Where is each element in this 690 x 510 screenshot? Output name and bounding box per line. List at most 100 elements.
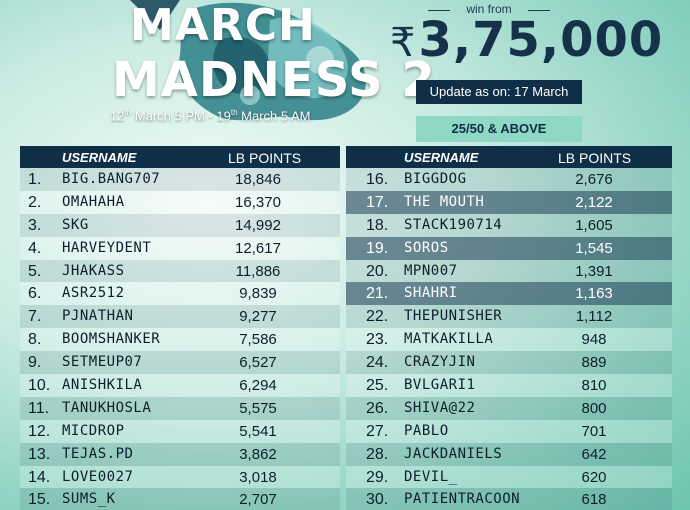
table-row: 29. DEVIL_ 620 bbox=[346, 465, 672, 489]
points-cell: 3,018 bbox=[239, 468, 277, 486]
title-line-1: MARCH bbox=[130, 0, 316, 51]
username-cell: STACK190714 bbox=[404, 216, 503, 233]
rank-cell: 8. bbox=[28, 331, 42, 349]
leaderboard-rows: 16. BIGGDOG 2,676 17. THE MOUTH 2,122 18. STACK… bbox=[346, 168, 672, 510]
column-lb-points: LB POINTS bbox=[558, 150, 632, 166]
username-cell: BVLGARI1 bbox=[404, 377, 476, 394]
rank-cell: 5. bbox=[28, 262, 42, 280]
points-cell: 810 bbox=[581, 377, 607, 395]
rank-cell: 22. bbox=[366, 308, 389, 326]
table-row: 23. MATKAKILLA 948 bbox=[346, 328, 672, 352]
points-cell: 948 bbox=[581, 331, 607, 349]
points-cell: 9,277 bbox=[239, 308, 277, 326]
table-row: 26. SHIVA@22 800 bbox=[346, 396, 672, 420]
rank-cell: 3. bbox=[28, 216, 42, 234]
table-row: 5. JHAKASS 11,886 bbox=[20, 259, 340, 283]
points-cell: 3,862 bbox=[239, 445, 277, 463]
username-cell: MICDROP bbox=[62, 422, 125, 439]
rank-cell: 17. bbox=[366, 193, 389, 211]
table-row: 15. SUMS_K 2,707 bbox=[20, 488, 340, 510]
table-row: 10. ANISHKILA 6,294 bbox=[20, 374, 340, 397]
table-row: 8. BOOMSHANKER 7,586 bbox=[20, 328, 340, 352]
points-cell: 7,586 bbox=[239, 331, 277, 349]
username-cell: PJNATHAN bbox=[62, 308, 134, 325]
table-row: 24. CRAZYJIN 889 bbox=[346, 351, 672, 375]
points-cell: 2,122 bbox=[575, 193, 613, 211]
username-cell: PATIENTRACOON bbox=[404, 491, 521, 508]
username-cell: DEVIL_ bbox=[404, 468, 458, 485]
points-cell: 2,676 bbox=[575, 171, 613, 188]
points-cell: 701 bbox=[581, 422, 607, 440]
rank-cell: 18. bbox=[366, 216, 389, 234]
leaderboard-left: USERNAME LB POINTS 1. BIG.BANG707 18,846 2.… bbox=[20, 146, 340, 510]
table-row: 4. HARVEYDENT 12,617 bbox=[20, 236, 340, 260]
table-row: 22. THEPUNISHER 1,112 bbox=[346, 305, 672, 329]
points-cell: 18,846 bbox=[235, 171, 281, 188]
username-cell: HARVEYDENT bbox=[62, 239, 152, 256]
event-dates: 12th March 5 PM - 19th March 5 AM bbox=[110, 108, 311, 124]
points-cell: 620 bbox=[581, 468, 607, 486]
rank-cell: 21. bbox=[366, 285, 389, 303]
points-cell: 6,294 bbox=[239, 377, 277, 395]
rank-cell: 29. bbox=[366, 468, 389, 486]
rank-cell: 2. bbox=[28, 193, 42, 211]
username-cell: BIGGDOG bbox=[404, 171, 467, 187]
splash-artwork bbox=[130, 0, 366, 121]
rank-cell: 6. bbox=[28, 285, 42, 303]
points-cell: 14,992 bbox=[235, 216, 281, 234]
username-cell: THEPUNISHER bbox=[404, 308, 503, 325]
points-cell: 5,541 bbox=[239, 422, 277, 440]
rank-cell: 1. bbox=[28, 171, 42, 188]
rank-cell: 9. bbox=[28, 354, 42, 372]
rank-cell: 30. bbox=[366, 491, 389, 509]
points-cell: 1,163 bbox=[575, 285, 613, 303]
username-cell: BOOMSHANKER bbox=[62, 331, 161, 348]
username-cell: MPN007 bbox=[404, 262, 458, 279]
table-row: 18. STACK190714 1,605 bbox=[346, 213, 672, 237]
rank-cell: 23. bbox=[366, 331, 389, 349]
rank-cell: 24. bbox=[366, 354, 389, 372]
table-row: 20. MPN007 1,391 bbox=[346, 259, 672, 283]
points-cell: 12,617 bbox=[235, 239, 281, 257]
rank-cell: 28. bbox=[366, 445, 389, 463]
username-cell: BIG.BANG707 bbox=[62, 171, 161, 187]
column-username: USERNAME bbox=[62, 150, 137, 165]
rank-cell: 16. bbox=[366, 171, 389, 188]
points-cell: 9,839 bbox=[239, 285, 277, 303]
username-cell: THE MOUTH bbox=[404, 193, 485, 210]
update-banner: Update as on: 17 March bbox=[416, 80, 582, 104]
points-cell: 800 bbox=[581, 399, 607, 417]
table-row: 7. PJNATHAN 9,277 bbox=[20, 305, 340, 329]
column-username: USERNAME bbox=[404, 150, 479, 165]
username-cell: TANUKHOSLA bbox=[62, 399, 152, 416]
table-row: 28. JACKDANIELS 642 bbox=[346, 442, 672, 466]
points-cell: 1,112 bbox=[575, 308, 613, 326]
points-cell: 2,707 bbox=[239, 491, 277, 509]
table-row: 13. TEJAS.PD 3,862 bbox=[20, 442, 340, 466]
username-cell: MATKAKILLA bbox=[404, 331, 494, 348]
rupee-icon: ₹ bbox=[390, 20, 417, 66]
points-cell: 1,605 bbox=[575, 216, 613, 234]
rank-cell: 13. bbox=[28, 445, 51, 463]
table-row: 25. BVLGARI1 810 bbox=[346, 374, 672, 397]
table-row: 16. BIGGDOG 2,676 bbox=[346, 168, 672, 191]
win-from-label: win from bbox=[428, 2, 550, 16]
points-cell: 1,545 bbox=[575, 239, 613, 257]
leaderboard-header: USERNAME LB POINTS bbox=[20, 146, 340, 168]
points-cell: 16,370 bbox=[235, 193, 281, 211]
prize-amount: ₹3,75,000 bbox=[390, 12, 664, 68]
rank-cell: 25. bbox=[366, 377, 389, 395]
rank-cell: 27. bbox=[366, 422, 389, 440]
username-cell: SUMS_K bbox=[62, 491, 116, 508]
points-cell: 6,527 bbox=[239, 354, 277, 372]
username-cell: SKG bbox=[62, 216, 89, 233]
username-cell: LOVE0027 bbox=[62, 468, 134, 485]
username-cell: PABLO bbox=[404, 422, 449, 439]
rank-cell: 20. bbox=[366, 262, 389, 280]
points-cell: 1,391 bbox=[575, 262, 613, 280]
points-cell: 618 bbox=[581, 491, 607, 509]
rank-cell: 26. bbox=[366, 399, 389, 417]
table-row: 17. THE MOUTH 2,122 bbox=[346, 190, 672, 214]
username-cell: TEJAS.PD bbox=[62, 445, 134, 462]
table-row: 21. SHAHRI 1,163 bbox=[346, 282, 672, 306]
